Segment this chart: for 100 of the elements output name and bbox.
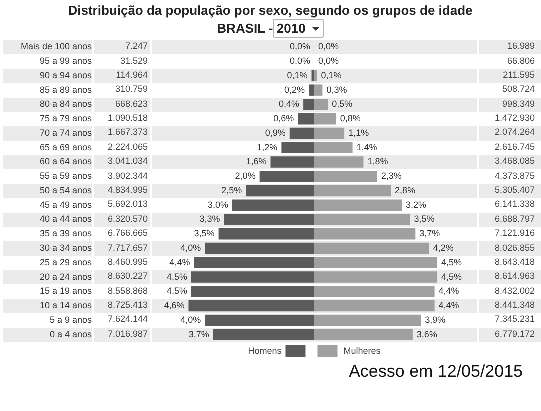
text: 7.345.231 [494,314,535,324]
y-tick-label: 45 a 49 anos [40,200,92,210]
bar [314,128,345,140]
text: 6.141.338 [494,199,535,210]
bar [213,329,314,340]
annotation: 2,0% [235,171,256,182]
text: 5.305.407 [494,185,535,195]
annotation: 4,4% [170,257,190,268]
annotation: 4,6% [164,300,185,311]
bar [314,314,422,326]
bar [246,185,314,197]
y-tick-label: 40 a 44 anos [40,214,92,224]
text: 6.766.665 [108,228,148,238]
text: 8.725.413 [108,300,148,310]
text: Acesso em 12/05/2015 [349,362,523,382]
text: 8.558.868 [108,286,148,296]
chart-subtitle: BRASIL - 2010 [217,21,307,36]
annotation: 3,0% [208,200,228,210]
bar [304,99,314,110]
data-label: 4,4% [438,286,460,296]
text: 7.247 [125,41,148,52]
data-label: 0,8% [340,114,361,124]
text: 8.630.227 [108,271,148,282]
text: 8.441.348 [494,300,535,310]
y-tick-label: 90 a 94 anos [40,70,92,80]
data-label: 4,2% [433,243,454,254]
text: 8.614.963 [494,271,535,282]
data-label: 3,9% [425,314,446,325]
y-tick-label: 20 a 24 anos [40,272,92,282]
bar [191,286,314,298]
data-label: 3,6% [416,329,438,340]
text: 3.902.344 [108,170,148,181]
y-tick-label: Mais de 100 anos [20,42,92,52]
text: 8.643.418 [494,256,535,267]
series-label: Homens [248,345,282,357]
annotation: 0,1% [287,70,308,80]
text: 2.224.065 [108,142,148,152]
text: 66.806 [507,56,535,66]
annotation: 3,5% [194,228,215,239]
bar [314,257,438,269]
bar [314,113,336,125]
y-tick-label: 75 a 79 anos [40,114,92,124]
data-label: 0,1% [321,70,342,80]
text: 1.667.373 [108,127,148,138]
legend-label: Mulheres [344,345,381,357]
text: 114.964 [116,70,148,80]
y-tick-label: 0 a 4 anos [50,329,92,340]
annotation: 4,0% [180,314,202,325]
bar [314,200,402,211]
annotation: 0,0% [290,42,310,52]
annotation: 4,5% [166,286,188,296]
bar [314,142,353,154]
bar [194,257,314,269]
text: 7.624.144 [108,314,148,324]
y-tick-label: 10 a 14 anos [40,300,92,311]
bar [314,286,435,298]
text: 3.041.034 [108,156,148,166]
bar [314,329,413,340]
y-tick-label: 15 a 19 anos [40,286,92,296]
y-tick-label: 25 a 29 anos [40,257,92,268]
text: 16.989 [507,41,535,52]
y-tick-label: 35 a 39 anos [40,228,92,239]
annotation: 0,0% [290,56,310,66]
y-tick-label: 55 a 59 anos [40,171,92,182]
data-label: 0,5% [332,99,353,110]
data-label: 3,5% [414,214,435,224]
text: 2.616.745 [494,142,535,152]
bar [298,113,314,125]
annotation: 0,4% [279,99,300,110]
y-tick-label: 60 a 64 anos [40,156,92,167]
bar [314,214,410,226]
text: 4.373.875 [494,170,535,181]
text: 6.688.797 [494,214,535,224]
text: 998.349 [502,98,535,109]
data-label: 0,3% [326,84,348,95]
data-label: 3,2% [406,200,427,210]
data-label: 4,4% [438,300,460,311]
bar [232,200,314,211]
annotation: 3,3% [200,214,220,224]
data-label: 2,8% [395,185,416,196]
text: 211.595 [503,70,535,80]
text: 1.090.518 [108,113,148,124]
text: 310.759 [115,84,148,94]
bar [314,156,364,168]
annotation: 1,2% [257,142,278,152]
chart-title: Distribuição da população por sexo, segundo os grupos de idade [67,3,474,19]
data-label: 0,0% [318,42,340,52]
y-tick-label: 70 a 74 anos [40,128,92,138]
annotation: 4,5% [166,272,188,282]
text: 7.016.987 [108,328,148,339]
data-label: 4,5% [442,272,462,282]
bar [191,272,314,283]
annotation: 1,6% [246,156,267,167]
bar [270,156,314,168]
data-label: 1,8% [368,156,388,167]
bar [314,228,416,240]
y-tick-label: 80 a 84 anos [40,99,92,110]
bar [260,171,314,182]
text: 6.320.570 [108,214,148,224]
bar [314,300,435,312]
